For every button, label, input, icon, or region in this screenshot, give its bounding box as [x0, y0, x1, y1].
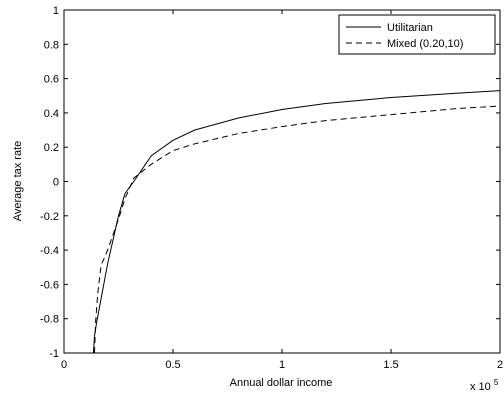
x-tick-label: 0.5 — [165, 359, 180, 371]
x-tick-label: 1 — [279, 359, 285, 371]
x-axis-label: Annual dollar income — [230, 377, 333, 389]
y-tick-label: -0.4 — [40, 245, 59, 257]
legend-label-utilitarian: Utilitarian — [387, 22, 433, 34]
y-tick-label: -0.8 — [40, 314, 59, 326]
y-tick-label: 0.6 — [44, 74, 59, 86]
y-tick-label: -1 — [49, 348, 59, 360]
legend-box — [338, 14, 496, 55]
legend: Utilitarian Mixed (0.20,10) — [338, 14, 496, 55]
x-tick-label: 2 — [497, 359, 503, 371]
x-axis-multiplier-exponent: 5 — [494, 378, 499, 387]
y-tick-label: 0.8 — [44, 39, 59, 51]
y-axis-label: Average tax rate — [12, 141, 24, 222]
x-axis-multiplier-base: x 10 — [470, 381, 491, 393]
y-tick-label: 1 — [53, 5, 59, 17]
series-line-mixed — [94, 105, 501, 354]
x-axis-multiplier: x 10 5 — [470, 378, 499, 393]
plot-area-frame — [63, 9, 501, 354]
x-tick-label: 1.5 — [383, 359, 398, 371]
y-tick-label: 0.2 — [44, 142, 59, 154]
y-tick-label: -0.6 — [40, 279, 59, 291]
y-tick-label: 0.4 — [44, 108, 59, 120]
series-line-utilitarian — [92, 90, 501, 354]
legend-label-mixed: Mixed (0.20,10) — [387, 38, 463, 50]
x-tick-label: 0 — [61, 359, 67, 371]
series-layer — [92, 90, 501, 354]
y-tick-label: -0.2 — [40, 211, 59, 223]
axis-ticks: 0 0.5 1 1.5 2 -1 -0.8 -0.6 -0.4 -0.2 0 0.2 0.4 0.6 0.8… — [40, 5, 503, 371]
y-tick-label: 0 — [53, 177, 59, 189]
